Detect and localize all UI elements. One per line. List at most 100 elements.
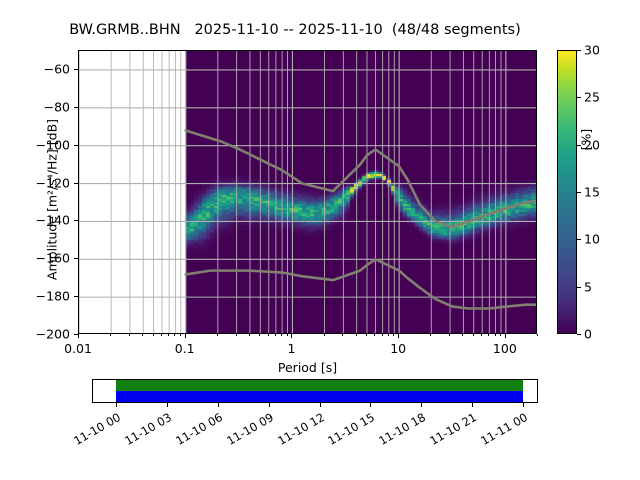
colorbar-tick-label: 20 — [584, 137, 600, 153]
x-axis-tick-mark — [374, 334, 376, 336]
timeline-tick-label: 11-10 06 — [172, 410, 225, 448]
y-axis-label: Amplitude [m²/s⁴/Hz] [dB] — [44, 118, 60, 281]
data-coverage-blue — [116, 391, 523, 402]
x-axis-tick-mark — [179, 334, 181, 336]
x-axis-tick-mark — [78, 334, 79, 338]
y-axis-tick-label: −80 — [43, 99, 70, 115]
x-axis-tick-mark — [168, 334, 170, 336]
x-axis-tick-mark — [449, 334, 451, 336]
plot-grid — [79, 51, 536, 333]
data-coverage-green — [116, 380, 523, 391]
y-axis-tick-mark — [74, 106, 78, 108]
colorbar-tick-mark — [577, 50, 581, 51]
colorbar-tick-mark — [577, 286, 581, 288]
colorbar-tick-label: 25 — [584, 89, 600, 105]
y-axis-tick-mark — [74, 182, 78, 184]
colorbar-tick-label: 15 — [584, 184, 600, 200]
timeline-tick-mark — [472, 403, 474, 407]
timeline-tick-mark — [116, 403, 117, 407]
x-axis-label: Period [s] — [277, 360, 338, 375]
timeline-tick-label: 11-10 12 — [274, 410, 327, 448]
timeline-tick-label: 11-10 03 — [122, 410, 174, 448]
timeline-tick-mark — [523, 403, 524, 407]
x-axis-tick-mark — [259, 334, 261, 336]
x-axis-tick-mark — [342, 334, 344, 336]
y-axis-tick-label: −100 — [35, 137, 70, 153]
colorbar-tick-label: 0 — [584, 326, 592, 342]
x-axis-tick-mark — [235, 334, 237, 336]
noise-model-curves — [184, 129, 536, 310]
colorbar-tick-mark — [577, 144, 581, 146]
timeline-tick-label: 11-10 18 — [376, 410, 429, 448]
y-axis-tick-label: −120 — [35, 175, 70, 191]
x-axis-tick-mark — [174, 334, 176, 336]
y-axis-tick-label: −180 — [35, 288, 70, 304]
x-axis-tick-mark — [488, 334, 490, 336]
x-axis-tick-mark — [430, 334, 432, 336]
y-axis-tick-mark — [74, 334, 78, 335]
timeline-tick-label: 11-10 09 — [223, 410, 276, 448]
timeline-tick-mark — [166, 403, 168, 407]
y-axis-tick-mark — [74, 144, 78, 146]
x-axis-tick-mark — [393, 334, 395, 336]
x-axis-tick-mark — [128, 334, 130, 336]
x-axis-tick-mark — [504, 334, 506, 338]
timeline-tick-mark — [319, 403, 321, 407]
x-axis-tick-mark — [537, 334, 538, 336]
x-axis-tick-mark — [274, 334, 276, 336]
timeline-tick-label: 11-10 00 — [71, 410, 123, 448]
ppsd-histogram — [79, 51, 536, 333]
colorbar — [557, 50, 577, 334]
colorbar-tick-mark — [577, 192, 581, 193]
x-axis-tick-label: 0.01 — [64, 341, 92, 356]
x-axis-tick-mark — [462, 334, 464, 336]
x-axis-tick-mark — [267, 334, 269, 336]
x-axis-tick-mark — [323, 334, 325, 336]
x-axis-tick-mark — [110, 334, 112, 336]
data-coverage-timeline — [92, 379, 538, 403]
x-axis-tick-mark — [216, 334, 218, 336]
x-axis-tick-label: 10 — [390, 341, 407, 356]
colorbar-tick-mark — [577, 239, 581, 241]
y-axis-tick-label: −60 — [43, 61, 70, 77]
y-axis-tick-mark — [74, 296, 78, 298]
x-axis-tick-mark — [286, 334, 288, 336]
x-axis-tick-mark — [398, 334, 400, 338]
timeline-tick-label: 11-11 00 — [478, 410, 530, 448]
timeline-tick-label: 11-10 21 — [427, 410, 480, 448]
colorbar-tick-mark — [577, 334, 581, 335]
x-axis-tick-mark — [499, 334, 501, 336]
timeline-tick-mark — [421, 403, 423, 407]
colorbar-tick-label: 10 — [584, 231, 600, 247]
y-axis-tick-mark — [74, 68, 78, 70]
x-axis-tick-mark — [381, 334, 383, 336]
x-axis-tick-mark — [281, 334, 283, 336]
y-axis-tick-label: −160 — [35, 250, 70, 266]
x-axis-tick-mark — [142, 334, 144, 336]
timeline-tick-label: 11-10 15 — [325, 410, 378, 448]
x-axis-tick-mark — [291, 334, 293, 338]
y-axis-tick-mark — [74, 258, 78, 260]
colorbar-tick-label: 5 — [584, 279, 592, 295]
figure-title: BW.GRMB..BHN 2025-11-10 -- 2025-11-10 (4… — [69, 22, 521, 38]
x-axis-tick-label: 100 — [492, 341, 517, 356]
x-axis-tick-mark — [494, 334, 496, 336]
noise-model-nlnm — [184, 257, 536, 310]
ppsd-plot-area — [78, 50, 537, 334]
y-axis-tick-label: −140 — [35, 212, 70, 228]
x-axis-tick-label: 1 — [287, 341, 296, 356]
noise-model-nhnm — [184, 129, 536, 229]
timeline-tick-mark — [217, 403, 219, 407]
x-axis-tick-mark — [355, 334, 357, 336]
colorbar-label: [%] — [578, 128, 594, 151]
timeline-tick-mark — [370, 403, 372, 407]
x-axis-tick-mark — [472, 334, 474, 336]
y-axis-tick-mark — [74, 220, 78, 222]
x-axis-tick-mark — [248, 334, 250, 336]
colorbar-tick-label: 30 — [584, 42, 600, 58]
x-axis-tick-mark — [152, 334, 154, 336]
x-axis-tick-mark — [387, 334, 389, 336]
timeline-tick-mark — [268, 403, 270, 407]
x-axis-tick-mark — [366, 334, 368, 336]
